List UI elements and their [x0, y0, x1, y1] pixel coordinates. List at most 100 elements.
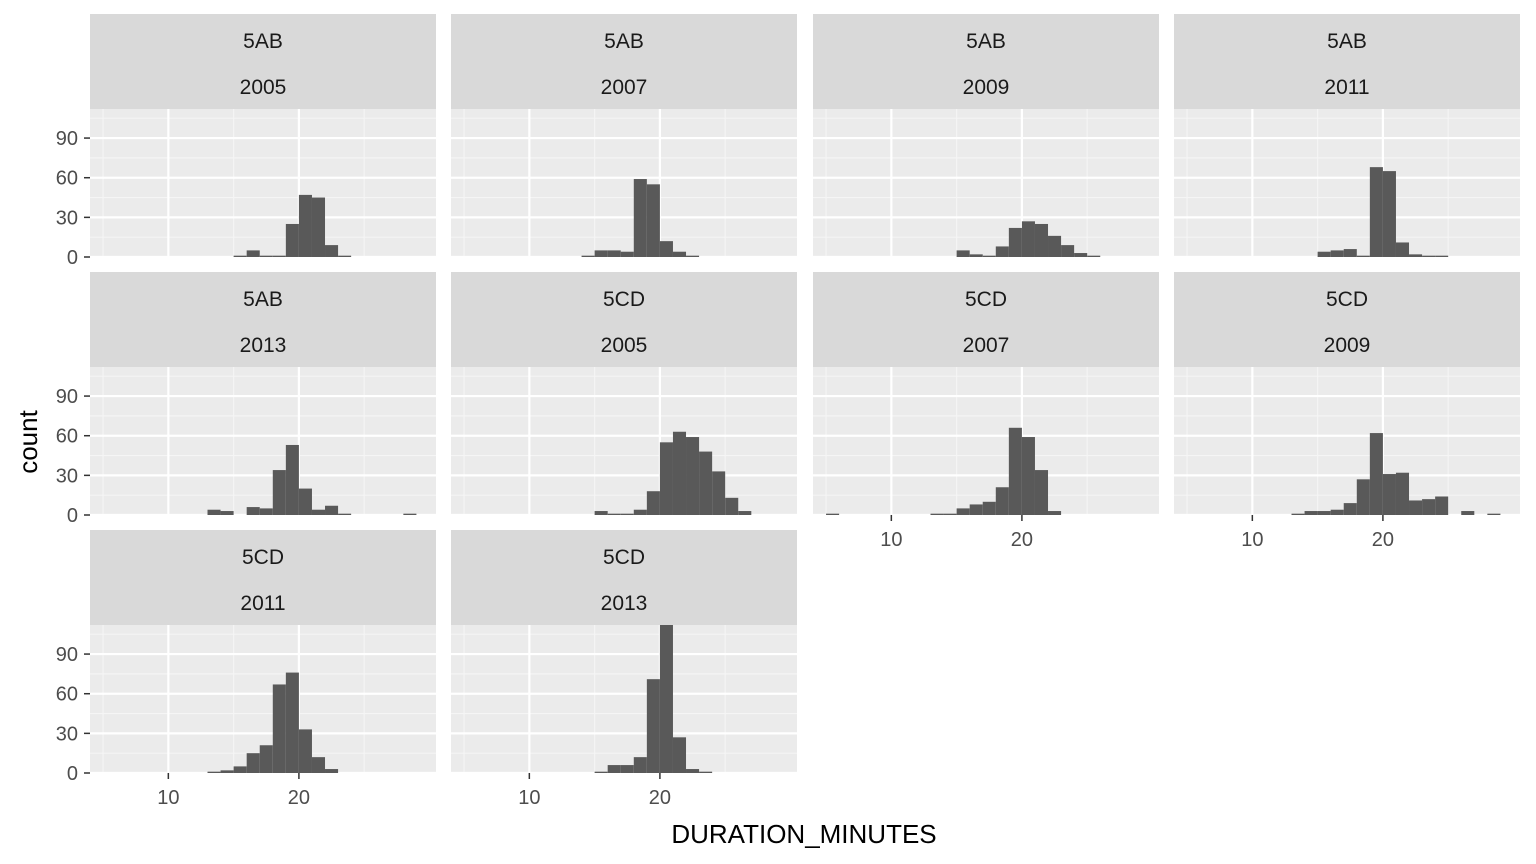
- histogram-bar: [1343, 249, 1357, 257]
- histogram-bar: [1369, 167, 1383, 257]
- histogram-bar: [1461, 511, 1475, 515]
- x-axis-title: DURATION_MINUTES: [671, 819, 936, 849]
- panel-background: [1174, 367, 1520, 515]
- facet-strip-year: 2007: [601, 76, 648, 99]
- facet-strip-year: 2005: [601, 334, 648, 357]
- facet-strip-year: 2013: [601, 592, 648, 615]
- histogram-bar: [325, 245, 339, 257]
- histogram-bar: [686, 769, 700, 773]
- y-tick-label: 0: [67, 505, 78, 527]
- x-tick-label: 20: [1372, 529, 1394, 551]
- panel-background: [813, 367, 1159, 515]
- histogram-bar: [686, 437, 700, 515]
- facet-panel: 5AB 2005 0 30 60 90: [56, 14, 436, 269]
- panel-background: [90, 109, 436, 257]
- histogram-bar: [1048, 235, 1062, 257]
- histogram-bar: [594, 250, 608, 257]
- histogram-bar: [646, 491, 660, 515]
- facet-panel: 5CD 2013 10 20: [451, 530, 797, 809]
- facet-strip: [451, 272, 797, 367]
- histogram-bar: [1422, 255, 1436, 257]
- histogram-bar: [659, 442, 673, 515]
- histogram-bar: [712, 471, 726, 515]
- facet-strip-label: 5AB: [243, 30, 283, 53]
- x-tick-label: 20: [288, 787, 310, 809]
- histogram-bar: [620, 251, 634, 257]
- facet-strip: [1174, 272, 1520, 367]
- histogram-bar: [1330, 509, 1344, 515]
- histogram-bar: [298, 488, 312, 515]
- facet-strip: [813, 14, 1159, 109]
- facet-strip-year: 2011: [240, 592, 285, 615]
- histogram-bar: [581, 255, 595, 257]
- histogram-bar: [659, 625, 673, 773]
- histogram-bar: [620, 765, 634, 773]
- histogram-bar: [1330, 250, 1344, 257]
- histogram-bar: [646, 184, 660, 257]
- histogram-bar: [1304, 511, 1318, 515]
- histogram-bar: [298, 194, 312, 257]
- histogram-bar: [672, 431, 687, 515]
- histogram-bar: [1048, 511, 1062, 515]
- histogram-bar: [298, 729, 312, 773]
- histogram-bar: [995, 246, 1009, 257]
- histogram-bar: [285, 223, 299, 257]
- histogram-bar: [930, 513, 944, 515]
- y-tick-label: 90: [56, 644, 78, 666]
- y-tick-label: 90: [56, 386, 78, 408]
- facet-strip-label: 5CD: [965, 288, 1007, 311]
- histogram-bar: [1435, 496, 1449, 515]
- histogram-bar: [659, 241, 673, 257]
- y-tick-label: 60: [56, 684, 78, 706]
- histogram-bar: [272, 255, 286, 257]
- facet-panel: 5CD 2009 10 20: [1174, 272, 1520, 551]
- histogram-bar: [943, 513, 957, 515]
- histogram-bar: [311, 197, 326, 257]
- x-tick-label: 10: [1241, 529, 1263, 551]
- histogram-bar: [259, 255, 273, 257]
- histogram-bar: [995, 487, 1009, 515]
- facet-strip: [813, 272, 1159, 367]
- histogram-bar: [633, 757, 647, 773]
- histogram-bar: [233, 255, 247, 257]
- histogram-bar: [699, 771, 713, 773]
- y-tick-label: 30: [56, 465, 78, 487]
- histogram-bar: [285, 444, 299, 515]
- histogram-bar: [207, 509, 221, 515]
- histogram-bar: [969, 504, 983, 515]
- histogram-bar: [826, 513, 840, 515]
- histogram-bar: [1369, 433, 1383, 515]
- facet-strip: [451, 530, 797, 625]
- facet-strip-label: 5AB: [966, 30, 1006, 53]
- facet-strip-year: 2009: [963, 76, 1010, 99]
- facet-panel: 5AB 2013 0 30 60 90: [56, 272, 436, 527]
- panels-layer: 5AB 2005 0 30 60 90 5AB 2007 5AB 2009 5AB 2011 5AB 20…: [56, 14, 1520, 809]
- y-tick-label: 30: [56, 723, 78, 745]
- y-tick-label: 60: [56, 426, 78, 448]
- histogram-bar: [1382, 171, 1396, 257]
- histogram-bar: [969, 254, 983, 257]
- histogram-bar: [607, 765, 621, 773]
- x-tick-label: 20: [649, 787, 671, 809]
- facet-panel: 5AB 2011: [1174, 14, 1520, 259]
- facet-strip-year: 2011: [1324, 76, 1369, 99]
- y-tick-label: 60: [56, 168, 78, 190]
- histogram-bar: [325, 769, 339, 773]
- histogram-bar: [686, 255, 700, 257]
- y-tick-label: 0: [67, 763, 78, 785]
- histogram-bar: [1487, 513, 1501, 515]
- histogram-bar: [1291, 513, 1305, 515]
- facet-strip-label: 5CD: [1326, 288, 1368, 311]
- facet-panel: 5CD 2005: [451, 272, 797, 517]
- histogram-bar: [1356, 255, 1370, 257]
- facet-strip-label: 5CD: [603, 546, 645, 569]
- histogram-bar: [259, 745, 273, 773]
- facet-strip-label: 5CD: [242, 546, 284, 569]
- histogram-bar: [1021, 437, 1035, 515]
- facet-strip: [90, 530, 436, 625]
- histogram-bar: [725, 497, 739, 515]
- histogram-bar: [633, 509, 647, 515]
- histogram-bar: [246, 753, 260, 773]
- histogram-bar: [220, 511, 234, 515]
